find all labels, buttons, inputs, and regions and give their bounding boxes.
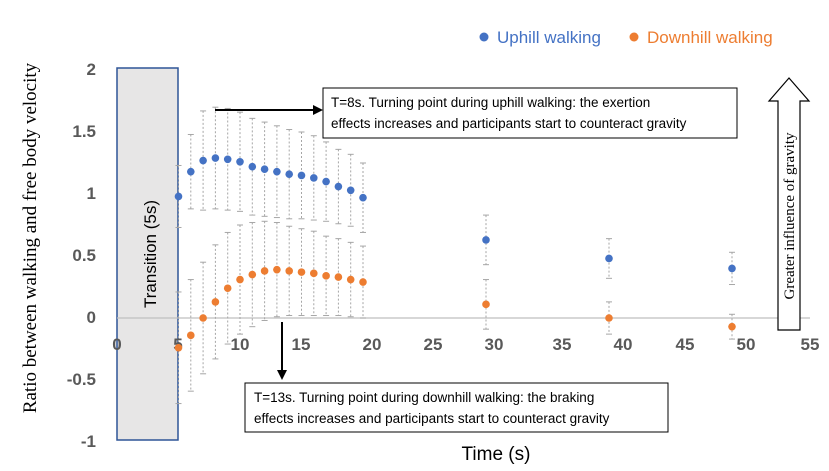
uphill-data-point: [211, 154, 220, 162]
y-tick-label: -1: [81, 432, 96, 451]
downhill-data-point: [211, 298, 220, 306]
legend: Uphill walking Downhill walking: [479, 28, 773, 47]
uphill-data-point: [334, 182, 343, 191]
uphill-data-point: [285, 170, 294, 178]
x-tick-label: 25: [424, 335, 443, 354]
uphill-data-point: [728, 264, 736, 273]
x-tick-label: 10: [231, 335, 250, 354]
downhill-data-point: [223, 284, 232, 293]
gravity-label: Greater influence of gravity: [782, 132, 798, 299]
downhill-data-point: [260, 267, 269, 275]
uphill-data-point: [346, 186, 355, 195]
downhill-data-point: [199, 314, 207, 322]
downhill-data-point: [322, 272, 330, 280]
downhill-data-point: [605, 314, 613, 322]
legend-downhill-label: Downhill walking: [647, 28, 773, 47]
uphill-data-point: [482, 236, 490, 244]
x-tick-label: 35: [553, 335, 572, 354]
downhill-data-point: [174, 343, 183, 352]
uphill-data-point: [605, 254, 613, 263]
x-tick-label: 0: [112, 335, 121, 354]
legend-uphill-marker: [479, 32, 489, 42]
annotation-downhill-arrowhead: [277, 370, 287, 380]
legend-uphill-label: Uphill walking: [497, 28, 601, 47]
annotation-uphill-line2: effects increases and participants start…: [331, 116, 687, 131]
downhill-data-point: [482, 300, 490, 309]
transition-label: Transition (5s): [141, 200, 160, 308]
uphill-data-point: [359, 193, 367, 202]
x-tick-label: 45: [676, 335, 695, 354]
uphill-data-point: [223, 155, 232, 164]
x-axis-ticks: 0 5 10 15 20 25 30 35 40 45 50 55: [112, 335, 819, 354]
annotation-downhill-box: [244, 382, 669, 433]
annotation-uphill-box: [322, 87, 738, 139]
y-axis-label: Ratio between walking and free body velo…: [20, 62, 41, 413]
annotation-uphill-arrowhead: [313, 105, 323, 115]
y-tick-label: 0: [87, 308, 96, 327]
gravity-indicator: Greater influence of gravity: [767, 77, 811, 331]
downhill-data-point: [236, 275, 244, 284]
uphill-data-point: [248, 162, 257, 171]
downhill-data-point: [728, 322, 736, 331]
uphill-data-point: [199, 156, 207, 165]
downhill-data-point: [248, 270, 257, 279]
annotation-downhill: T=13s. Turning point during downhill wal…: [244, 322, 669, 433]
uphill-data-point: [187, 167, 195, 176]
downhill-data-point: [297, 268, 306, 276]
y-tick-label: 2: [87, 60, 96, 79]
x-tick-label: 40: [614, 335, 633, 354]
y-tick-label: 1.5: [72, 122, 96, 141]
y-tick-label: 0.5: [72, 246, 96, 265]
downhill-data-point: [285, 267, 294, 275]
x-tick-label: 20: [363, 335, 382, 354]
series-layer: [174, 106, 736, 405]
annotation-downhill-line1: T=13s. Turning point during downhill wal…: [254, 390, 594, 405]
annotation-uphill: T=8s. Turning point during uphill walkin…: [215, 87, 738, 139]
annotation-uphill-line1: T=8s. Turning point during uphill walkin…: [331, 95, 650, 110]
annotation-downhill-line2: effects increases and participants start…: [254, 411, 610, 426]
gravity-arrow: [767, 77, 811, 331]
downhill-data-point: [310, 269, 318, 278]
x-tick-label: 30: [485, 335, 504, 354]
downhill-data-point: [346, 275, 355, 284]
downhill-data-point: [334, 273, 343, 281]
uphill-data-point: [174, 192, 183, 201]
uphill-data-point: [310, 174, 318, 182]
y-axis-ticks: 2 1.5 1 0.5 0 -0.5 -1: [67, 60, 96, 451]
y-tick-label: 1: [87, 184, 96, 203]
x-tick-label: 55: [801, 335, 820, 354]
x-axis-label: Time (s): [462, 444, 531, 465]
x-tick-label: 15: [292, 335, 311, 354]
uphill-data-point: [322, 177, 330, 186]
x-tick-label: 50: [737, 335, 756, 354]
downhill-data-point: [359, 278, 367, 286]
uphill-data-point: [297, 171, 306, 180]
uphill-data-point: [260, 165, 269, 173]
downhill-data-point: [187, 331, 195, 340]
uphill-data-point: [236, 157, 244, 166]
transition-region: [116, 67, 179, 441]
y-tick-label: -0.5: [67, 370, 96, 389]
downhill-data-point: [273, 265, 281, 274]
uphill-data-point: [273, 167, 281, 176]
legend-downhill-marker: [629, 32, 639, 42]
